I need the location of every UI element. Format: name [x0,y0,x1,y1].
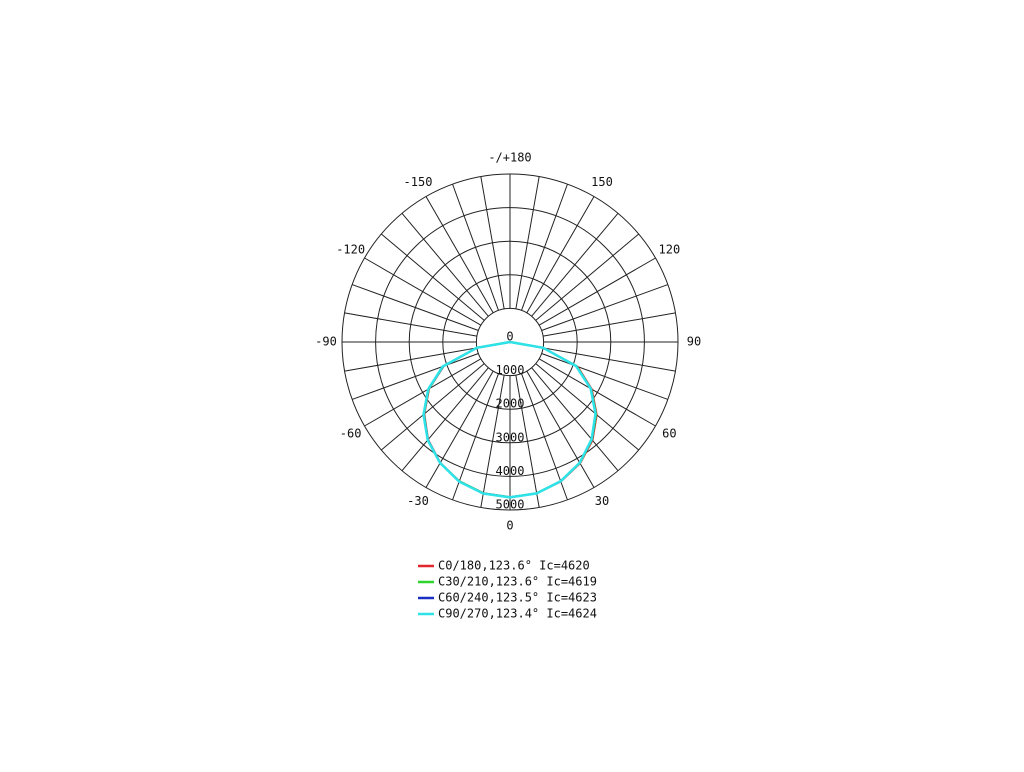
grid-circle [375,207,645,477]
theta-tick-label: 120 [659,243,681,257]
theta-tick-label: -120 [336,243,365,257]
r-tick-label: 0 [506,330,513,344]
grid-circle [408,240,612,444]
theta-tick-label: -/+180 [488,151,531,165]
grid-circle [442,274,578,410]
r-tick-label: 3000 [496,430,525,444]
intensity-curve [422,340,597,499]
theta-tick-label: -150 [404,175,433,189]
r-tick-label: 2000 [496,397,525,411]
theta-tick-label: 0 [506,519,513,533]
legend-label: C90/270,123.4° Ic=4624 [438,607,597,621]
theta-tick-label: -30 [407,494,429,508]
theta-tick-label: 90 [687,335,701,349]
legend-label: C60/240,123.5° Ic=4623 [438,591,597,605]
theta-tick-label: 30 [595,494,609,508]
r-tick-label: 4000 [496,464,525,478]
theta-tick-label: 150 [591,175,613,189]
theta-tick-label: -90 [315,335,337,349]
legend-label: C30/210,123.6° Ic=4619 [438,575,597,589]
grid-circle [475,307,545,377]
theta-tick-label: 60 [662,427,676,441]
grid-circle [341,173,679,511]
legend-label: C0/180,123.6° Ic=4620 [438,559,590,573]
r-tick-label: 5000 [496,498,525,512]
r-tick-label: 1000 [496,363,525,377]
theta-tick-label: -60 [340,427,362,441]
